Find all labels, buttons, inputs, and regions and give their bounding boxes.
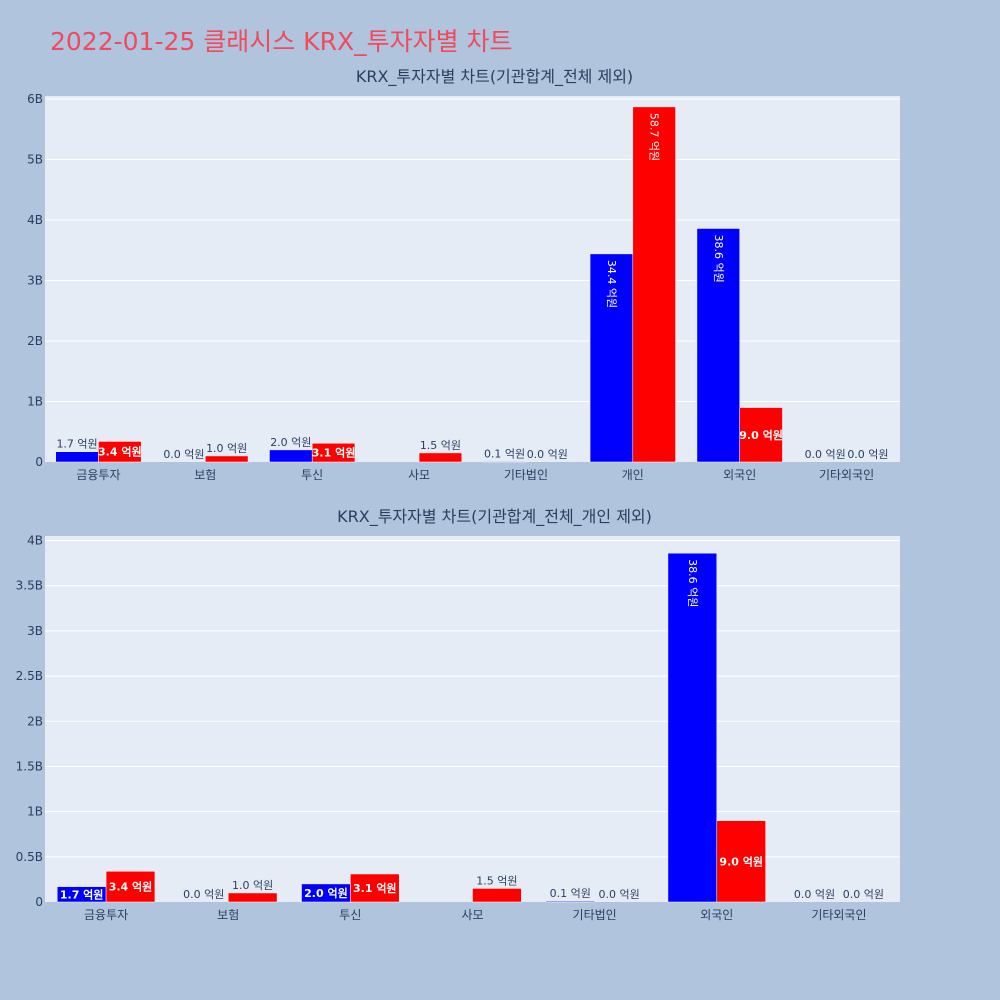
data-label: 0.0 억원 bbox=[163, 448, 204, 461]
y-tick-label: 4B bbox=[27, 534, 43, 548]
x-tick-label: 사모 bbox=[408, 468, 430, 482]
y-tick-label: 5B bbox=[27, 153, 43, 167]
bar bbox=[418, 452, 463, 463]
x-tick-label: 기타외국인 bbox=[819, 468, 874, 482]
x-tick-label: 기타외국인 bbox=[811, 908, 866, 922]
data-label: 1.7 억원 bbox=[56, 438, 97, 451]
bar bbox=[269, 449, 313, 463]
chart-title: KRX_투자자별 차트(기관합계_전체_개인 제외) bbox=[337, 507, 652, 527]
bar bbox=[589, 253, 634, 463]
y-tick-label: 4B bbox=[27, 213, 43, 227]
y-tick-label: 3B bbox=[27, 274, 43, 288]
x-tick-label: 보험 bbox=[194, 468, 216, 482]
data-label: 0.1 억원 bbox=[550, 887, 591, 900]
plot-area bbox=[45, 96, 900, 462]
data-label: 3.1 억원 bbox=[312, 446, 356, 460]
bar bbox=[482, 461, 527, 463]
x-tick-label: 금융투자 bbox=[76, 468, 120, 482]
bar bbox=[227, 892, 278, 903]
x-tick-label: 기타법인 bbox=[573, 908, 617, 922]
data-label: 0.0 억원 bbox=[527, 448, 568, 461]
data-label: 1.0 억원 bbox=[206, 442, 247, 455]
data-label: 1.7 억원 bbox=[60, 887, 104, 901]
data-label: 9.0 억원 bbox=[739, 428, 783, 442]
x-tick-label: 사모 bbox=[461, 908, 483, 922]
investor-chart-all: KRX_투자자별 차트(기관합계_전체 제외) 0 1B 2B 3B 4B 5B 6B 금융투자… bbox=[27, 67, 900, 482]
data-label: 0.0 억원 bbox=[183, 888, 224, 901]
bar bbox=[667, 552, 718, 903]
y-tick-label: 2B bbox=[27, 334, 43, 348]
data-label: 0.0 억원 bbox=[794, 888, 835, 901]
data-label: 3.4 억원 bbox=[98, 445, 142, 459]
x-tick-label: 금융투자 bbox=[84, 908, 128, 922]
bar bbox=[98, 441, 142, 463]
bar bbox=[739, 407, 783, 463]
data-label: 38.6 억원 bbox=[686, 559, 699, 607]
bar bbox=[311, 442, 356, 463]
y-tick-label: 2.5B bbox=[16, 669, 43, 683]
data-label: 3.4 억원 bbox=[109, 880, 153, 894]
data-label: 38.6 억원 bbox=[712, 234, 725, 282]
x-tick-label: 투신 bbox=[301, 468, 323, 482]
data-label: 2.0 억원 bbox=[270, 436, 311, 449]
bar bbox=[105, 871, 156, 903]
bar bbox=[472, 888, 522, 903]
data-label: 58.7 억원 bbox=[648, 113, 661, 161]
data-label: 0.0 억원 bbox=[598, 888, 639, 901]
plot-area bbox=[45, 536, 900, 902]
y-tick-label: 6B bbox=[27, 92, 43, 106]
y-tick-label: 1B bbox=[27, 805, 43, 819]
y-tick-label: 1.5B bbox=[16, 759, 43, 773]
data-label: 34.4 억원 bbox=[605, 260, 618, 308]
x-tick-label: 보험 bbox=[217, 908, 239, 922]
x-tick-label: 투신 bbox=[339, 908, 361, 922]
investor-chart-excl-individual: KRX_투자자별 차트(기관합계_전체_개인 제외) 0 0.5B 1B 1.5B 2B 2… bbox=[16, 507, 900, 922]
bar bbox=[696, 228, 740, 463]
y-tick-label: 0 bbox=[35, 455, 43, 469]
y-tick-label: 3B bbox=[27, 624, 43, 638]
bar bbox=[545, 900, 595, 903]
data-label: 0.0 억원 bbox=[843, 888, 884, 901]
data-label: 1.0 억원 bbox=[232, 879, 273, 892]
data-label: 2.0 억원 bbox=[304, 886, 348, 900]
bar bbox=[205, 455, 249, 463]
y-tick-label: 0.5B bbox=[16, 850, 43, 864]
bar bbox=[632, 106, 676, 463]
x-tick-label: 개인 bbox=[622, 468, 644, 482]
y-tick-label: 3.5B bbox=[16, 579, 43, 593]
y-tick-label: 0 bbox=[35, 895, 43, 909]
page-title: 2022-01-25 클래시스 KRX_투자자별 차트 bbox=[50, 27, 513, 56]
data-label: 0.0 억원 bbox=[805, 448, 846, 461]
chart-title: KRX_투자자별 차트(기관합계_전체 제외) bbox=[356, 67, 633, 87]
data-label: 3.1 억원 bbox=[353, 881, 397, 895]
bar bbox=[55, 451, 99, 463]
x-tick-label: 외국인 bbox=[700, 908, 733, 922]
bar bbox=[716, 820, 766, 903]
y-tick-label: 1B bbox=[27, 395, 43, 409]
x-tick-label: 기타법인 bbox=[504, 468, 548, 482]
y-tick-label: 2B bbox=[27, 714, 43, 728]
data-label: 0.1 억원 bbox=[484, 447, 525, 460]
data-label: 1.5 억원 bbox=[476, 874, 517, 887]
data-label: 9.0 억원 bbox=[719, 854, 763, 868]
x-tick-label: 외국인 bbox=[723, 468, 756, 482]
data-label: 0.0 억원 bbox=[847, 448, 888, 461]
data-label: 1.5 억원 bbox=[420, 439, 461, 452]
bar bbox=[350, 873, 400, 903]
